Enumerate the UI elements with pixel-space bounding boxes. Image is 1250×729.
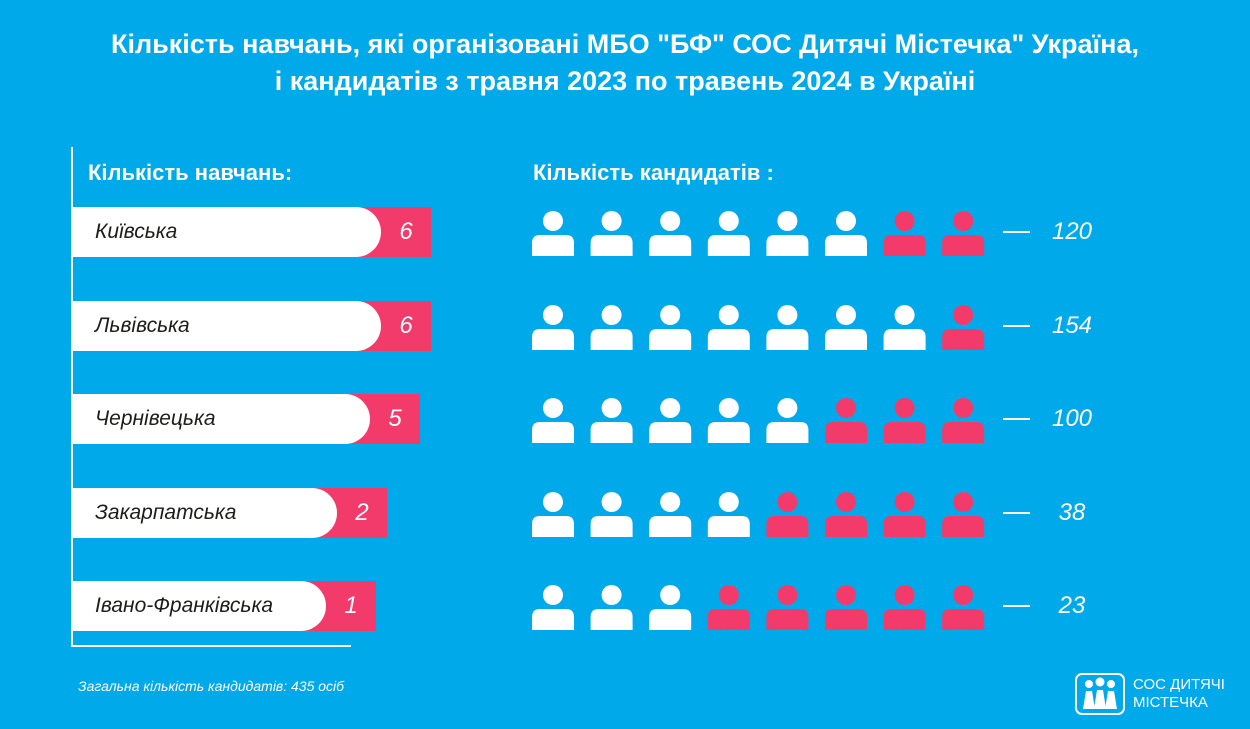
training-value-label: 1: [344, 592, 358, 619]
region-label: Закарпатська: [95, 501, 237, 524]
person-icon: [590, 211, 633, 256]
person-icon: [883, 398, 926, 443]
person-icon: [532, 305, 574, 350]
axis-vertical-line: [71, 147, 73, 647]
person-icon: [707, 492, 750, 537]
training-bar-row: Київська 6: [73, 207, 431, 257]
person-icon: [766, 305, 809, 350]
title-line-2: і кандидатів з травня 2023 по травень 20…: [274, 66, 976, 96]
person-icon: [825, 211, 867, 256]
person-icon: [649, 398, 692, 443]
person-icon: [766, 398, 809, 443]
person-icon: [707, 398, 750, 443]
training-bar-row: Чернівецька 5: [73, 394, 420, 444]
person-icon: [883, 492, 926, 537]
person-icon: [590, 585, 633, 630]
person-icon: [532, 398, 574, 443]
person-icon: [649, 211, 692, 256]
person-icon: [707, 585, 750, 630]
person-icon: [707, 211, 750, 256]
person-icon: [942, 492, 985, 537]
count-dash: [1003, 231, 1030, 233]
person-icon: [825, 585, 867, 630]
person-icon: [942, 211, 985, 256]
candidates-column-heading: Кількість кандидатів :: [533, 160, 774, 185]
training-value-label: 6: [399, 218, 413, 245]
person-icon: [825, 492, 867, 537]
training-value-label: 5: [388, 405, 402, 432]
axis-horizontal-line: [71, 645, 351, 647]
title-line-1: Кількість навчань, які організовані МБО …: [111, 29, 1139, 59]
person-icon: [532, 585, 574, 630]
logo-text-line-1: СОС ДИТЯЧІ: [1133, 676, 1225, 693]
training-value-label: 2: [355, 499, 369, 526]
count-dash: [1003, 418, 1030, 420]
total-candidates-footnote: Загальна кількість кандидатів: 435 осіб: [78, 678, 345, 694]
training-bar-row: Закарпатська 2: [73, 488, 387, 538]
person-icon: [942, 585, 985, 630]
region-label: Чернівецька: [95, 407, 216, 430]
person-icon: [766, 585, 809, 630]
chart-title: Кількість навчань, які організовані МБО …: [0, 26, 1250, 100]
person-icon: [942, 305, 985, 350]
region-label-pill: [73, 488, 337, 538]
region-label: Київська: [95, 220, 178, 243]
training-bar-row: Івано-Франківська 1: [73, 581, 376, 631]
person-icon: [590, 305, 633, 350]
person-icon: [649, 492, 692, 537]
person-icon: [825, 305, 867, 350]
person-icon: [649, 585, 692, 630]
logo-text: СОС ДИТЯЧІ МІСТЕЧКА: [1133, 676, 1225, 712]
candidate-count-label: 100: [1051, 405, 1093, 432]
person-icon: [766, 211, 809, 256]
region-label-pill: [73, 581, 326, 631]
candidate-count-label: 120: [1051, 218, 1093, 245]
person-icon: [590, 492, 633, 537]
candidate-count-label: 154: [1051, 312, 1093, 339]
count-dash: [1003, 605, 1030, 607]
candidate-count-label: 38: [1058, 499, 1086, 526]
person-icon: [532, 492, 574, 537]
person-icon: [883, 211, 926, 256]
trainings-column-heading: Кількість навчань:: [88, 160, 293, 185]
logo-text-line-2: МІСТЕЧКА: [1133, 694, 1208, 711]
person-icon: [942, 398, 985, 443]
children-logo-icon: [1075, 673, 1125, 715]
person-icon: [883, 305, 926, 350]
person-icon: [590, 398, 633, 443]
region-label: Львівська: [95, 314, 190, 337]
region-label-pill: [73, 394, 370, 444]
training-bar-row: Львівська 6: [73, 301, 431, 351]
training-value-label: 6: [399, 312, 413, 339]
count-dash: [1003, 325, 1030, 327]
person-icon: [766, 492, 809, 537]
region-label-pill: [73, 301, 381, 351]
count-dash: [1003, 512, 1030, 514]
region-label-pill: [73, 207, 381, 257]
person-icon: [883, 585, 926, 630]
person-icon: [707, 305, 750, 350]
person-icon: [649, 305, 692, 350]
region-label: Івано-Франківська: [95, 594, 274, 617]
person-icon: [825, 398, 867, 443]
candidate-count-label: 23: [1058, 592, 1086, 619]
person-icon: [532, 211, 574, 256]
